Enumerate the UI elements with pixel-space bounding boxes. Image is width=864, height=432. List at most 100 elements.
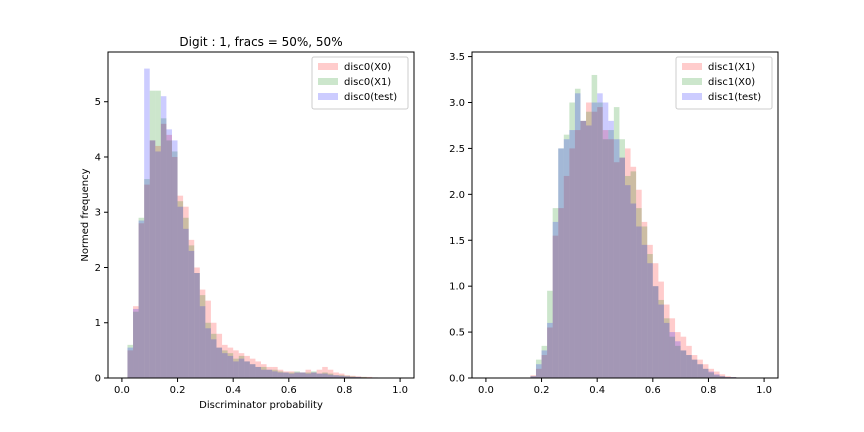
x-axis-label: Discriminator probability [199,400,323,411]
histogram-bar [669,336,676,378]
histogram-bar [261,364,267,378]
legend-label: disc1(X1) [708,62,755,73]
histogram-bar [714,371,720,378]
histogram-bar [586,125,592,379]
histogram-bar [227,355,234,378]
histogram-bar [244,361,250,378]
histogram-bar [714,374,720,378]
histogram-bar [277,369,284,378]
series-2-bars [127,90,378,379]
histogram-bar [311,372,317,378]
legend: disc0(X0) disc0(X1) disc0(test) [311,56,409,110]
histogram-bar [294,372,300,378]
legend-label: disc1(X0) [708,77,755,88]
histogram-bar [210,322,217,378]
histogram-bar [222,350,228,378]
histogram-bar [133,306,139,378]
histogram-bar [338,375,345,378]
legend-label: disc1(test) [708,92,761,103]
histogram-bar [316,373,323,378]
y-axis-label: Normed frequency [80,168,91,261]
series-3-bars [530,93,737,379]
histogram-bar [619,157,625,378]
x-tick-label: 0.4 [225,385,241,396]
histogram-bar [350,375,356,378]
histogram-bar [630,171,637,378]
histogram-bar [255,361,261,378]
legend-swatch [318,78,338,85]
histogram-bar [658,299,664,378]
histogram-bar [652,286,659,378]
histogram-bar [675,341,681,378]
histogram-bar [233,358,239,378]
histogram-bar [316,369,323,378]
histogram-bar [266,369,273,378]
histogram-bar [311,372,317,378]
histogram-bar [160,123,167,378]
chart-panel-2: disc1(X1) disc1(X0) disc1(test) [468,51,779,382]
histogram-bar [680,336,687,378]
histogram-bar [227,353,234,378]
legend-swatch [682,93,702,100]
histogram-bar [350,376,356,378]
legend-swatch [682,63,702,70]
histogram-bar [613,107,620,378]
histogram-bar [255,366,261,378]
histogram-bar [255,366,261,378]
histogram-bar [580,120,587,379]
histogram-bar [183,217,189,378]
histogram-bar [127,347,134,378]
histogram-bar [725,376,731,378]
histogram-bar [338,373,345,378]
histogram-bar [691,359,698,378]
histogram-bar [144,68,150,378]
histogram-bar [619,139,625,378]
histogram-bar [608,120,614,379]
y-tick-label: 3.5 [449,52,465,63]
y-tick-label: 0 [95,374,101,385]
histogram-bar [547,327,553,378]
histogram-bar [177,195,184,378]
histogram-bar [535,359,542,378]
histogram-bar [344,375,351,378]
series-3-bars [127,68,378,378]
histogram-bar [222,353,228,378]
histogram-bar [697,359,703,378]
histogram-bar [344,375,351,378]
histogram-bar [138,220,145,378]
histogram-bar [133,311,139,378]
histogram-bar [586,111,592,378]
histogram-bar [636,189,642,378]
histogram-bar [305,373,312,378]
histogram-bar [322,373,328,378]
histogram-bar [188,245,195,378]
histogram-bar [244,355,250,378]
histogram-bar [719,376,726,378]
histogram-bar [552,221,559,378]
histogram-bar [663,318,670,378]
chart-title: Digit : 1, fracs = 50%, 50% [179,35,342,49]
histogram-bar [322,366,328,378]
histogram-bar [613,139,620,378]
histogram-bar [530,376,536,378]
histogram-bar [188,250,195,378]
histogram-bar [210,333,217,378]
histogram-bar [647,254,653,378]
histogram-bar [602,102,609,378]
histogram-bar [552,208,559,378]
histogram-bar [708,368,715,378]
legend-swatch [318,93,338,100]
histogram-bar [530,375,536,378]
histogram-bar [535,364,542,378]
histogram-bar [708,372,715,378]
histogram-bar [541,355,548,378]
histogram-bar [333,372,339,378]
histogram-bar [591,111,598,378]
x-tick-label: 0.8 [337,385,353,396]
histogram-bar [569,130,575,378]
histogram-bar [205,328,211,378]
histogram-bar [719,374,726,378]
histogram-bar [680,350,687,378]
histogram-bar [222,344,228,378]
